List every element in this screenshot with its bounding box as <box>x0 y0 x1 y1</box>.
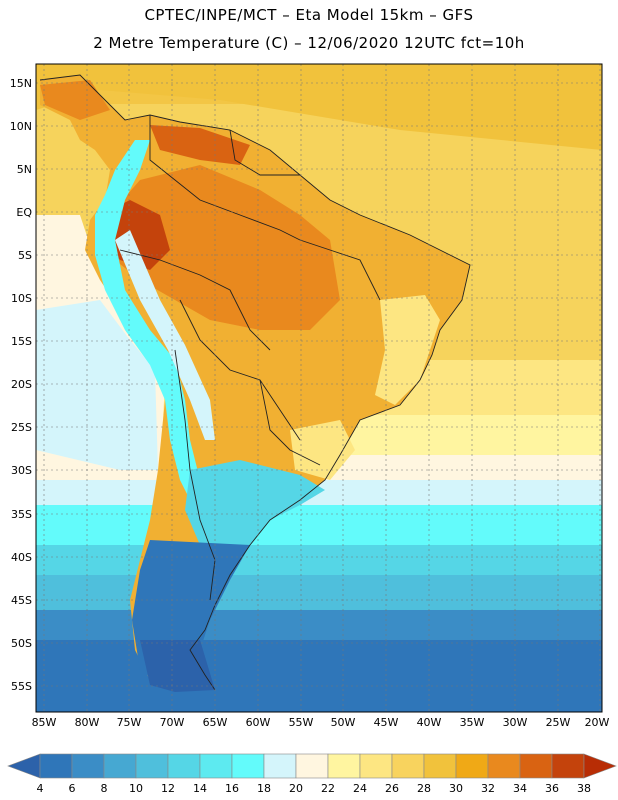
lon-label: 35W <box>460 716 485 729</box>
scale-arrow-high <box>583 753 617 779</box>
scale-swatch <box>551 753 585 779</box>
political-borders <box>39 74 471 691</box>
scale-tick-label: 16 <box>225 782 239 795</box>
lat-label: 45S <box>11 594 32 607</box>
scale-swatch <box>71 753 105 779</box>
temperature-map: 15N 10N 5N EQ 5S 10S 15S 20S 25S 30S 35S… <box>10 63 610 729</box>
scale-tick-label: 38 <box>577 782 591 795</box>
lon-label: 20W <box>585 716 610 729</box>
scale-swatch <box>487 753 521 779</box>
lat-label: EQ <box>16 206 32 219</box>
scale-tick-label: 18 <box>257 782 271 795</box>
color-swatches <box>7 753 617 779</box>
lat-label: 10N <box>10 120 32 133</box>
scale-swatch <box>231 753 265 779</box>
ocean-band-darkblue <box>36 640 602 712</box>
border-line <box>119 249 271 351</box>
andes-pale-margin <box>115 230 215 440</box>
scale-tick-label: 8 <box>101 782 108 795</box>
lat-label: 55S <box>11 680 32 693</box>
border-line <box>39 74 471 691</box>
scale-swatch <box>423 753 457 779</box>
lon-label: 60W <box>246 716 271 729</box>
amazon-hot-region <box>105 165 340 330</box>
southern-tip-cold <box>140 640 215 692</box>
title-line-1: CPTEC/INPE/MCT – Eta Model 15km – GFS <box>144 6 474 24</box>
color-scale-ticks: 4 6 8 10 12 14 16 18 20 22 24 26 28 30 3… <box>37 782 592 795</box>
scale-swatch <box>455 753 489 779</box>
lon-label: 25W <box>546 716 571 729</box>
pacific-cool-inner <box>36 300 158 470</box>
scale-swatch <box>519 753 553 779</box>
scale-swatch <box>391 753 425 779</box>
lat-label: 20S <box>11 378 32 391</box>
lon-label: 45W <box>374 716 399 729</box>
lat-label: 15S <box>11 335 32 348</box>
graticule <box>36 64 602 712</box>
border-line <box>174 349 216 601</box>
scale-swatch <box>135 753 169 779</box>
lat-label: 5S <box>18 249 32 262</box>
lon-label: 55W <box>289 716 314 729</box>
lon-label: 30W <box>503 716 528 729</box>
scale-arrow-low <box>7 753 41 779</box>
lat-label: 50S <box>11 637 32 650</box>
border-line <box>149 115 301 241</box>
scale-swatch <box>263 753 297 779</box>
scale-tick-label: 32 <box>481 782 495 795</box>
scale-tick-label: 12 <box>161 782 175 795</box>
scale-tick-label: 10 <box>129 782 143 795</box>
lat-label: 35S <box>11 508 32 521</box>
scale-swatch <box>359 753 393 779</box>
color-scale-bar: 4 6 8 10 12 14 16 18 20 22 24 26 28 30 3… <box>7 753 617 795</box>
border-line <box>179 299 301 441</box>
scale-tick-label: 34 <box>513 782 527 795</box>
lat-label: 30S <box>11 464 32 477</box>
lat-label: 25S <box>11 421 32 434</box>
lon-label: 80W <box>75 716 100 729</box>
scale-tick-label: 20 <box>289 782 303 795</box>
lat-label: 10S <box>11 292 32 305</box>
border-line <box>299 239 381 301</box>
lon-label: 50W <box>331 716 356 729</box>
lat-label: 5N <box>17 163 32 176</box>
title-line-2: 2 Metre Temperature (C) – 12/06/2020 12U… <box>93 34 525 52</box>
andes-cool-ridge <box>95 140 210 520</box>
scale-swatch <box>199 753 233 779</box>
scale-tick-label: 36 <box>545 782 559 795</box>
latitude-labels: 15N 10N 5N EQ 5S 10S 15S 20S 25S 30S 35S… <box>10 77 33 693</box>
lon-label: 85W <box>32 716 57 729</box>
scale-swatch <box>295 753 329 779</box>
north-hot-strip <box>40 80 110 120</box>
southeast-brazil-pale <box>290 420 355 480</box>
brazil-highlands-cool <box>375 295 440 405</box>
colombia-venezuela-hot <box>150 125 250 165</box>
lon-label: 70W <box>160 716 185 729</box>
lon-label: 75W <box>117 716 142 729</box>
scale-tick-label: 22 <box>321 782 335 795</box>
scale-tick-label: 6 <box>69 782 76 795</box>
map-frame <box>35 63 603 713</box>
lon-label: 40W <box>417 716 442 729</box>
scale-swatch <box>327 753 361 779</box>
longitude-labels: 85W 80W 75W 70W 65W 60W 55W 50W 45W 40W … <box>32 716 610 729</box>
scale-tick-label: 28 <box>417 782 431 795</box>
caribbean-warm <box>36 64 602 150</box>
lon-label: 65W <box>203 716 228 729</box>
scale-tick-label: 30 <box>449 782 463 795</box>
lat-label: 15N <box>10 77 32 90</box>
pampas-cool-region <box>185 460 325 545</box>
scale-swatch <box>103 753 137 779</box>
lat-label: 40S <box>11 551 32 564</box>
border-line <box>259 379 321 466</box>
scale-tick-label: 14 <box>193 782 207 795</box>
scale-tick-label: 24 <box>353 782 367 795</box>
border-line <box>229 129 300 176</box>
scale-tick-label: 4 <box>37 782 44 795</box>
scale-swatch <box>167 753 201 779</box>
scale-tick-label: 26 <box>385 782 399 795</box>
scale-swatch <box>39 753 73 779</box>
